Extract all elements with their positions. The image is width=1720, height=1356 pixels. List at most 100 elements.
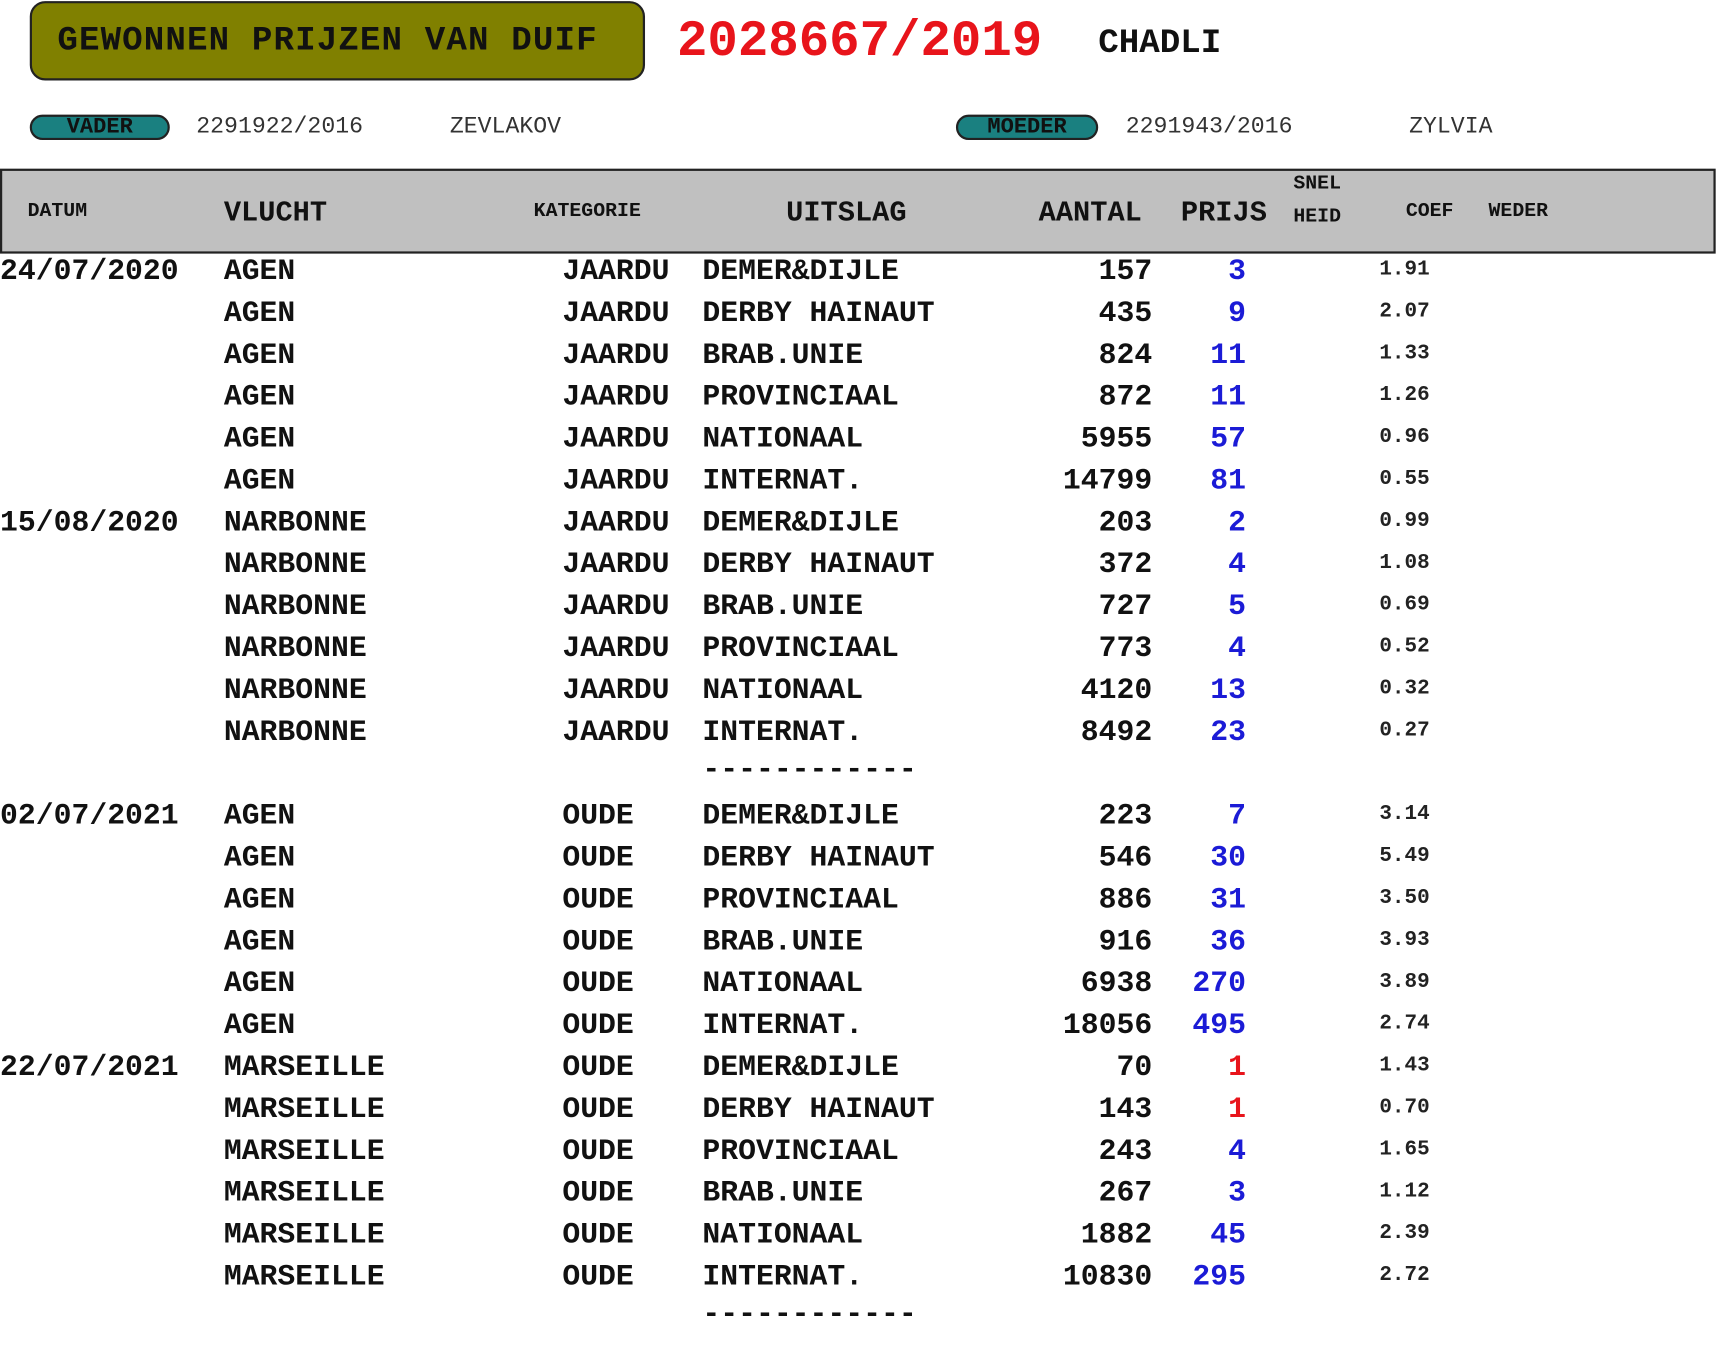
pigeon-ring-number: 2028667/2019 [676, 13, 1043, 71]
cell-coef: 0.70 [1379, 1094, 1430, 1120]
cell-aantal: 886 [1098, 884, 1153, 918]
page-title: GEWONNEN PRIJZEN VAN DUIF [57, 22, 598, 61]
father-ring: 2291922/2016 [196, 114, 364, 141]
col-uitslag: UITSLAG [786, 196, 907, 230]
cell-uitslag: BRAB.UNIE [702, 1177, 864, 1211]
cell-vlucht: MARSEILLE [223, 1093, 385, 1127]
cell-aantal: 5955 [1080, 423, 1153, 457]
cell-kategorie: OUDE [562, 800, 634, 834]
cell-uitslag: DEMER&DIJLE [702, 255, 899, 289]
cell-aantal: 727 [1098, 590, 1153, 625]
cell-aantal: 14799 [1062, 465, 1153, 499]
cell-uitslag: PROVINCIAAL [702, 381, 899, 415]
cell-prijs: 57 [1210, 423, 1246, 457]
cell-aantal: 372 [1098, 549, 1153, 583]
cell-uitslag: PROVINCIAAL [702, 632, 899, 666]
cell-vlucht: NARBONNE [223, 632, 367, 666]
col-prijs: PRIJS [1180, 196, 1267, 230]
cell-vlucht: AGEN [223, 884, 296, 918]
cell-vlucht: NARBONNE [223, 716, 367, 750]
cell-coef: 2.39 [1379, 1220, 1430, 1245]
cell-datum: 15/08/2020 [0, 507, 179, 541]
cell-uitslag: NATIONAAL [702, 674, 864, 708]
cell-coef: 1.33 [1379, 340, 1430, 365]
cell-coef: 0.52 [1379, 633, 1430, 659]
cell-coef: 0.27 [1379, 717, 1430, 743]
col-snel: SNEL [1293, 173, 1342, 196]
cell-kategorie: JAARDU [562, 465, 670, 499]
cell-kategorie: JAARDU [562, 381, 670, 415]
col-coef: COEF [1405, 200, 1454, 223]
cell-aantal: 824 [1098, 339, 1153, 373]
cell-coef: 1.26 [1379, 382, 1430, 407]
col-aantal: AANTAL [1038, 196, 1142, 230]
cell-uitslag: DEMER&DIJLE [702, 1051, 899, 1085]
cell-prijs: 5 [1228, 590, 1246, 625]
cell-aantal: 157 [1098, 255, 1153, 289]
cell-kategorie: OUDE [562, 968, 634, 1002]
col-kategorie: KATEGORIE [533, 200, 641, 223]
cell-vlucht: MARSEILLE [223, 1261, 385, 1295]
cell-coef: 2.72 [1379, 1262, 1430, 1287]
cell-vlucht: MARSEILLE [223, 1051, 385, 1085]
col-vlucht: VLUCHT [223, 196, 328, 230]
cell-coef: 3.93 [1379, 927, 1430, 952]
cell-kategorie: JAARDU [562, 507, 670, 541]
cell-prijs: 11 [1210, 339, 1246, 373]
cell-uitslag: BRAB.UNIE [702, 339, 864, 373]
cell-datum: 02/07/2021 [0, 800, 179, 834]
table-header [0, 168, 1716, 254]
cell-prijs: 4 [1228, 1135, 1246, 1169]
cell-kategorie: OUDE [562, 1177, 634, 1211]
cell-coef: 1.91 [1379, 256, 1430, 282]
cell-prijs: 11 [1210, 381, 1246, 415]
cell-coef: 0.99 [1379, 508, 1430, 533]
cell-kategorie: JAARDU [562, 549, 670, 583]
cell-uitslag: INTERNAT. [702, 1009, 864, 1044]
group-separator: ------------ [702, 754, 917, 788]
cell-aantal: 267 [1098, 1177, 1153, 1211]
cell-kategorie: JAARDU [562, 632, 670, 666]
cell-prijs: 4 [1228, 632, 1246, 666]
cell-prijs: 3 [1228, 255, 1246, 289]
cell-kategorie: JAARDU [562, 423, 670, 457]
cell-kategorie: OUDE [562, 926, 634, 960]
cell-vlucht: AGEN [223, 465, 296, 499]
cell-kategorie: JAARDU [562, 297, 670, 331]
cell-kategorie: OUDE [562, 1261, 634, 1295]
cell-prijs: 36 [1210, 926, 1246, 960]
cell-kategorie: OUDE [562, 1051, 634, 1085]
cell-uitslag: NATIONAAL [702, 968, 864, 1002]
col-weder: WEDER [1488, 200, 1549, 223]
cell-datum: 24/07/2020 [0, 255, 179, 289]
cell-coef: 5.49 [1379, 843, 1430, 868]
cell-uitslag: BRAB.UNIE [702, 926, 864, 960]
mother-badge: MOEDER [955, 114, 1099, 141]
cell-uitslag: DEMER&DIJLE [702, 800, 899, 834]
cell-aantal: 10830 [1062, 1261, 1153, 1295]
cell-kategorie: JAARDU [562, 339, 670, 373]
cell-prijs: 13 [1210, 674, 1246, 708]
cell-aantal: 70 [1116, 1051, 1153, 1085]
cell-vlucht: NARBONNE [223, 507, 367, 541]
cell-coef: 2.74 [1379, 1011, 1430, 1036]
cell-prijs: 270 [1192, 968, 1246, 1002]
cell-uitslag: DERBY HAINAUT [702, 1093, 935, 1127]
cell-coef: 3.89 [1379, 969, 1430, 994]
cell-aantal: 773 [1098, 632, 1153, 666]
cell-prijs: 2 [1228, 507, 1246, 541]
cell-vlucht: NARBONNE [223, 549, 367, 583]
cell-vlucht: NARBONNE [223, 590, 367, 625]
cell-uitslag: NATIONAAL [702, 423, 864, 457]
cell-aantal: 546 [1098, 842, 1153, 876]
cell-uitslag: DERBY HAINAUT [702, 549, 935, 583]
cell-vlucht: AGEN [223, 423, 296, 457]
cell-uitslag: PROVINCIAAL [702, 1135, 899, 1169]
cell-uitslag: PROVINCIAAL [702, 884, 899, 918]
cell-coef: 0.69 [1379, 592, 1430, 617]
cell-prijs: 4 [1228, 549, 1246, 583]
cell-uitslag: DEMER&DIJLE [702, 507, 899, 541]
cell-vlucht: MARSEILLE [223, 1135, 385, 1169]
cell-aantal: 143 [1098, 1093, 1153, 1127]
